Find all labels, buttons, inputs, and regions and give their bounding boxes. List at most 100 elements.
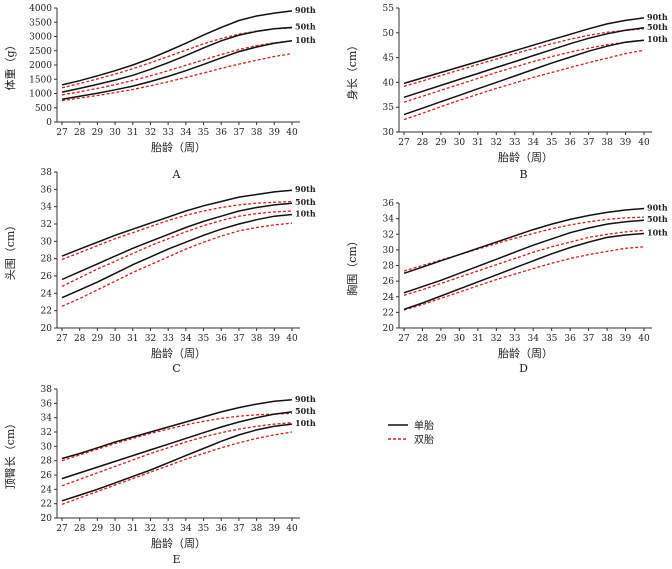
series-line-singleton-10th (403, 232, 645, 311)
y-tick-label: 22 (383, 308, 394, 318)
series-line-twin-10th (403, 49, 645, 121)
y-tick-label: 50 (383, 29, 395, 39)
series-line-twin-50th (403, 39, 645, 103)
y-tick-label: 28 (383, 262, 395, 272)
x-tick-label: 40 (286, 524, 298, 534)
chart-panel-e: 20 22 24 26 28 30 32 34 36 38 27 28 29 30 31 32 33 34 35 36… (4, 385, 316, 566)
percentile-label-50th: 50th (647, 214, 668, 224)
chart-panel-b: 30 35 40 45 50 55 27 28 29 30 31 32 33 34 35 36 37 38 39 40… (345, 4, 668, 181)
x-tick-label: 27 (56, 128, 68, 138)
y-axis-label: 胸围（cm） (345, 235, 359, 296)
x-tick-label: 36 (216, 334, 228, 344)
x-tick-label: 34 (180, 334, 192, 344)
x-tick-label: 35 (198, 128, 210, 138)
series-line-twin-10th (403, 246, 645, 311)
x-tick-label: 36 (216, 128, 228, 138)
y-tick-label: 24 (383, 293, 395, 303)
y-tick-label: 45 (383, 54, 395, 64)
x-tick-label: 38 (251, 334, 263, 344)
x-tick-label: 27 (56, 334, 68, 344)
y-tick-label: 24 (41, 289, 53, 299)
x-tick-label: 31 (127, 334, 138, 344)
x-tick-label: 27 (398, 334, 410, 344)
x-tick-label: 40 (286, 128, 298, 138)
series-line-singleton-10th (61, 40, 293, 100)
x-tick-label: 38 (601, 334, 613, 344)
y-tick-label: 3500 (29, 18, 52, 28)
y-tick-label: 1000 (29, 90, 52, 100)
x-tick-label: 36 (216, 524, 228, 534)
series-line-twin-90th (61, 200, 293, 261)
percentile-label-10th: 10th (647, 227, 668, 237)
percentile-label-50th: 50th (295, 21, 316, 31)
x-tick-label: 30 (454, 138, 466, 148)
y-tick-label: 26 (41, 471, 53, 481)
x-tick-label: 28 (74, 524, 86, 534)
y-tick-label: 30 (41, 442, 53, 452)
legend-label-twin: 双胎 (414, 433, 434, 446)
x-tick-label: 28 (74, 334, 86, 344)
x-tick-label: 38 (251, 128, 263, 138)
y-tick-label: 500 (35, 104, 52, 114)
series-line-singleton-10th (61, 213, 293, 299)
x-tick-label: 33 (162, 524, 174, 534)
x-tick-label: 33 (509, 138, 521, 148)
y-tick-label: 34 (41, 414, 53, 424)
x-tick-label: 29 (92, 524, 104, 534)
y-tick-label: 1500 (29, 75, 52, 85)
x-tick-label: 29 (435, 334, 447, 344)
series-line-singleton-50th (61, 26, 293, 93)
x-tick-label: 28 (74, 128, 86, 138)
y-tick-label: 36 (41, 185, 53, 195)
x-tick-label: 40 (286, 334, 298, 344)
percentile-label-10th: 10th (647, 34, 668, 44)
y-tick-label: 26 (41, 272, 53, 282)
x-tick-label: 38 (251, 524, 263, 534)
y-axis-label: 身长（cm） (345, 40, 359, 101)
x-tick-label: 35 (198, 334, 210, 344)
x-tick-label: 29 (92, 128, 104, 138)
percentile-label-10th: 10th (295, 35, 316, 45)
x-axis-label: 胎龄（周） (151, 346, 206, 360)
y-tick-label: 34 (383, 215, 395, 225)
y-tick-label: 32 (41, 428, 52, 438)
x-tick-label: 34 (180, 128, 192, 138)
x-tick-label: 33 (162, 128, 174, 138)
percentile-label-90th: 90th (647, 12, 668, 22)
legend: 单胎 双胎 (388, 419, 434, 446)
x-tick-label: 37 (233, 334, 245, 344)
y-axis-label: 头围（cm） (4, 220, 17, 281)
series-line-twin-90th (61, 27, 293, 89)
chart-panel-a: 0 500 1000 1500 2000 2500 3000 3500 4000 27 28 29 30… (3, 4, 316, 181)
series-line-twin-50th (61, 210, 293, 287)
x-tick-label: 37 (233, 128, 245, 138)
series-line-singleton-10th (403, 39, 645, 116)
x-tick-label: 31 (127, 524, 138, 534)
panel-label: D (519, 362, 528, 375)
chart-panel-c: 20 22 24 26 28 30 32 34 36 38 27 28 29 30 31 32 33 34 35 36… (4, 168, 316, 375)
y-tick-label: 32 (383, 230, 394, 240)
x-axis-label: 胎龄（周） (498, 346, 553, 360)
series-line-singleton-90th (61, 399, 293, 460)
y-tick-label: 2500 (29, 47, 52, 57)
x-tick-label: 40 (638, 138, 650, 148)
y-axis-label: 体重（g） (3, 39, 17, 90)
y-tick-label: 4000 (29, 4, 52, 14)
y-tick-label: 34 (41, 203, 53, 213)
y-tick-label: 2000 (29, 61, 52, 71)
series-line-singleton-50th (61, 202, 293, 281)
series-line-twin-90th (403, 28, 645, 88)
y-tick-label: 20 (383, 324, 395, 334)
series-line-singleton-50th (403, 219, 645, 294)
x-tick-label: 30 (109, 334, 121, 344)
y-tick-label: 0 (46, 118, 52, 128)
percentile-label-10th: 10th (295, 418, 316, 428)
y-tick-label: 28 (41, 255, 53, 265)
y-tick-label: 40 (383, 78, 395, 88)
x-tick-label: 32 (491, 334, 502, 344)
percentile-label-90th: 90th (295, 184, 316, 194)
x-axis-label: 胎龄（周） (498, 150, 553, 164)
y-tick-label: 3000 (29, 33, 52, 43)
x-tick-label: 37 (233, 524, 245, 534)
